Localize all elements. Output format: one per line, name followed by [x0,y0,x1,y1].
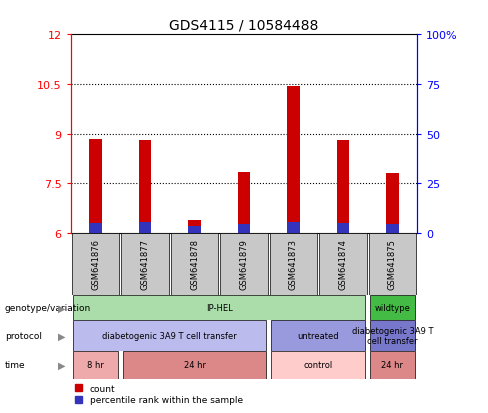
Text: 8 hr: 8 hr [87,361,104,370]
Text: 24 hr: 24 hr [183,361,205,370]
Text: ▶: ▶ [59,303,66,313]
Bar [369,233,416,295]
Bar [370,320,415,351]
Bar [73,320,266,351]
Bar [271,351,365,379]
Bar [139,140,151,233]
Text: ▶: ▶ [59,360,66,370]
Bar [188,226,201,233]
Text: untreated: untreated [297,331,339,340]
Bar [73,295,365,320]
Bar [139,223,151,233]
Text: 24 hr: 24 hr [382,361,404,370]
Text: GSM641877: GSM641877 [141,239,149,290]
Text: protocol: protocol [5,331,42,340]
Text: GSM641874: GSM641874 [339,239,347,290]
Bar [220,233,268,295]
Bar [270,233,317,295]
Title: GDS4115 / 10584488: GDS4115 / 10584488 [169,19,319,33]
Text: wildtype: wildtype [375,303,410,312]
Text: GSM641875: GSM641875 [388,239,397,290]
Bar [287,86,300,233]
Text: diabetogenic 3A9 T
cell transfer: diabetogenic 3A9 T cell transfer [352,326,433,345]
Bar [370,351,415,379]
Bar [337,223,349,233]
Text: GSM641878: GSM641878 [190,239,199,290]
Bar [188,220,201,233]
Bar [287,223,300,233]
Bar [319,233,367,295]
Text: genotype/variation: genotype/variation [5,303,91,312]
Text: ▶: ▶ [59,330,66,341]
Bar [89,223,102,233]
Bar [121,233,169,295]
Bar [89,139,102,233]
Bar [171,233,218,295]
Text: GSM641876: GSM641876 [91,239,100,290]
Text: control: control [304,361,333,370]
Bar [337,140,349,233]
Bar [72,233,119,295]
Bar [238,172,250,233]
Text: IP-HEL: IP-HEL [206,303,233,312]
Text: GSM641879: GSM641879 [240,239,248,290]
Bar [123,351,266,379]
Bar [386,174,399,233]
Text: time: time [5,361,25,370]
Legend: count, percentile rank within the sample: count, percentile rank within the sample [75,384,243,404]
Bar [271,320,365,351]
Text: GSM641873: GSM641873 [289,239,298,290]
Bar [73,351,118,379]
Bar [386,224,399,233]
Text: diabetogenic 3A9 T cell transfer: diabetogenic 3A9 T cell transfer [102,331,237,340]
Bar [238,224,250,233]
Bar [370,295,415,320]
